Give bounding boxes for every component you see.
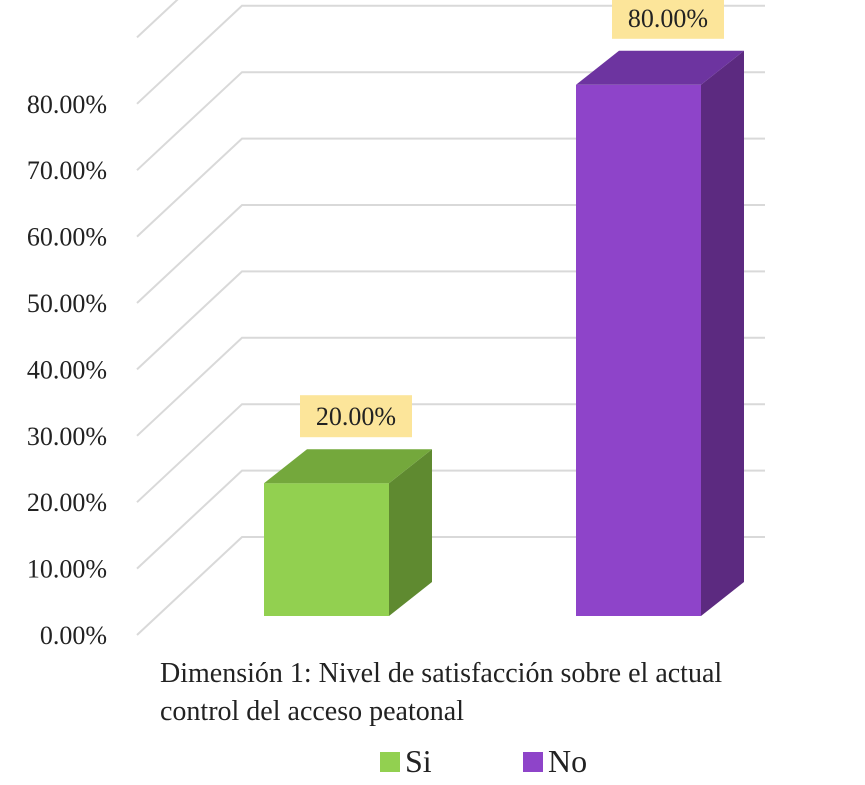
y-tick-label: 0.00% [40,621,107,650]
y-tick-label: 40.00% [27,355,107,384]
data-label-text: 20.00% [316,402,396,431]
y-tick-label: 70.00% [27,156,107,185]
bars [264,51,744,616]
category-label-line: control del acceso peatonal [160,696,464,727]
bar-side [701,51,744,616]
bar-si [264,449,432,616]
y-tick-label: 60.00% [27,223,107,252]
y-tick-label: 50.00% [27,289,107,318]
legend-item-si: Si [380,743,432,779]
category-label: Dimensión 1: Nivel de satisfacción sobre… [160,658,722,727]
bar-no [576,51,744,616]
data-label-no: 80.00% [612,0,724,39]
legend-item-no: No [523,743,587,779]
y-tick-label: 10.00% [27,555,107,584]
y-tick-label: 30.00% [27,422,107,451]
legend-swatch [523,752,543,772]
y-axis-tick-labels: 0.00% 10.00% 20.00% 30.00% 40.00% 50.00% 60.00… [27,90,107,650]
legend-swatch [380,752,400,772]
y-tick-label: 20.00% [27,488,107,517]
bar-front [576,85,701,616]
category-label-line: Dimensión 1: Nivel de satisfacción sobre… [160,658,722,689]
legend-label: Si [405,743,432,779]
legend: Si No [380,743,587,779]
category-label-text: Dimensión 1: Nivel de satisfacción sobre… [160,658,722,727]
y-tick-label: 80.00% [27,90,107,119]
data-label-si: 20.00% [300,395,412,437]
bar-front [264,483,389,616]
data-label-text: 80.00% [628,4,708,33]
legend-label: No [548,743,587,779]
